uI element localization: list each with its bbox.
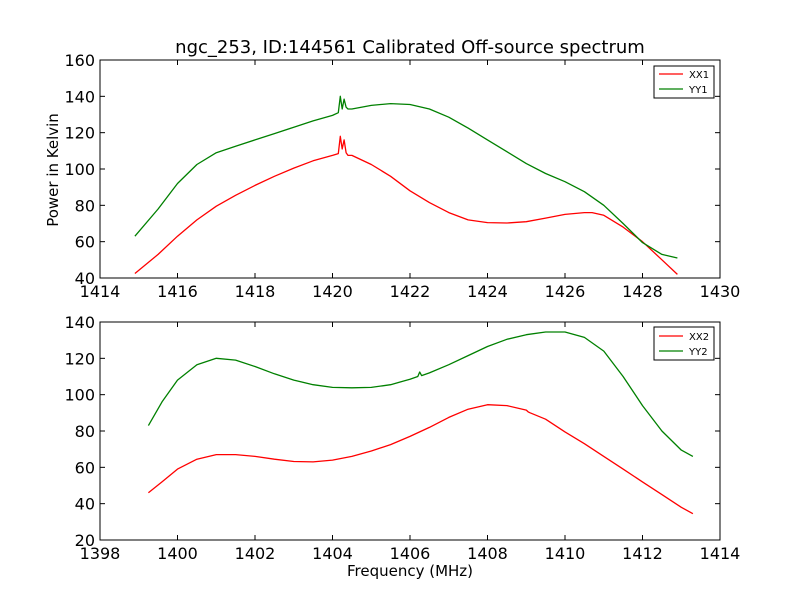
top-x-tick-label: 1414 — [80, 282, 121, 301]
top-legend-label-xx1: XX1 — [689, 70, 709, 81]
top-y-tick-label: 120 — [64, 124, 95, 143]
top-x-tick-label: 1422 — [390, 282, 431, 301]
bottom-chart-x-axis-label: Frequency (MHz) — [347, 562, 473, 580]
bottom-y-tick-label: 40 — [75, 495, 95, 514]
top-y-tick-label: 160 — [64, 51, 95, 70]
top-y-tick-label: 40 — [75, 269, 95, 288]
bottom-y-tick-label: 100 — [64, 386, 95, 405]
bottom-y-tick-label: 80 — [75, 422, 95, 441]
bottom-x-tick-label: 1412 — [622, 544, 663, 563]
bottom-chart-legend: XX2 YY2 — [653, 326, 715, 361]
top-chart-legend-box — [653, 65, 715, 99]
top-x-tick-label: 1426 — [545, 282, 586, 301]
bottom-x-tick-label: 1404 — [312, 544, 353, 563]
bottom-y-tick-label: 140 — [64, 313, 95, 332]
bottom-x-tick-label: 1398 — [80, 544, 121, 563]
top-chart-ticks: 1414 1416 1418 1420 1422 1424 1426 1428 1430 40 60… — [64, 51, 740, 301]
top-legend-label-yy1: YY1 — [688, 85, 708, 96]
bottom-chart-ticks: 1398 1400 1402 1404 1406 1408 1410 1412 1414 20 40… — [64, 313, 740, 563]
bottom-legend-label-yy2: YY2 — [688, 347, 708, 358]
top-chart-plot-frame — [99, 59, 721, 279]
bottom-y-tick-label: 60 — [75, 458, 95, 477]
top-y-tick-label: 140 — [64, 87, 95, 106]
top-x-tick-label: 1430 — [700, 282, 741, 301]
bottom-chart-series — [147, 331, 694, 515]
series-line-yy2 — [147, 331, 694, 457]
bottom-x-tick-label: 1410 — [545, 544, 586, 563]
bottom-legend-label-xx2: XX2 — [689, 332, 709, 343]
top-chart-y-axis-label: Power in Kelvin — [44, 113, 62, 227]
bottom-x-tick-label: 1408 — [467, 544, 508, 563]
top-y-tick-label: 100 — [64, 160, 95, 179]
bottom-y-tick-label: 20 — [75, 531, 95, 550]
top-x-tick-label: 1428 — [622, 282, 663, 301]
top-chart-title: ngc_253, ID:144561 Calibrated Off-source… — [175, 37, 645, 58]
top-x-tick-label: 1418 — [235, 282, 276, 301]
top-y-tick-label: 60 — [75, 233, 95, 252]
top-chart-legend: XX1 YY1 — [653, 65, 715, 99]
bottom-chart: Frequency (MHz) 1398 1400 1402 1404 1406 1408… — [64, 313, 740, 580]
bottom-x-tick-label: 1414 — [700, 544, 741, 563]
series-line-xx2 — [147, 404, 694, 515]
top-y-tick-label: 80 — [75, 196, 95, 215]
bottom-x-tick-label: 1400 — [157, 544, 198, 563]
top-x-tick-label: 1416 — [157, 282, 198, 301]
series-line-xx1 — [134, 135, 678, 275]
top-chart: ngc_253, ID:144561 Calibrated Off-source… — [44, 37, 740, 301]
bottom-x-tick-label: 1402 — [235, 544, 276, 563]
bottom-chart-plot-frame — [99, 321, 721, 541]
top-x-tick-label: 1424 — [467, 282, 508, 301]
bottom-y-tick-label: 120 — [64, 349, 95, 368]
top-chart-series — [134, 95, 678, 275]
bottom-x-tick-label: 1406 — [390, 544, 431, 563]
series-line-yy1 — [134, 95, 678, 259]
bottom-chart-legend-box — [653, 326, 715, 361]
top-x-tick-label: 1420 — [312, 282, 353, 301]
